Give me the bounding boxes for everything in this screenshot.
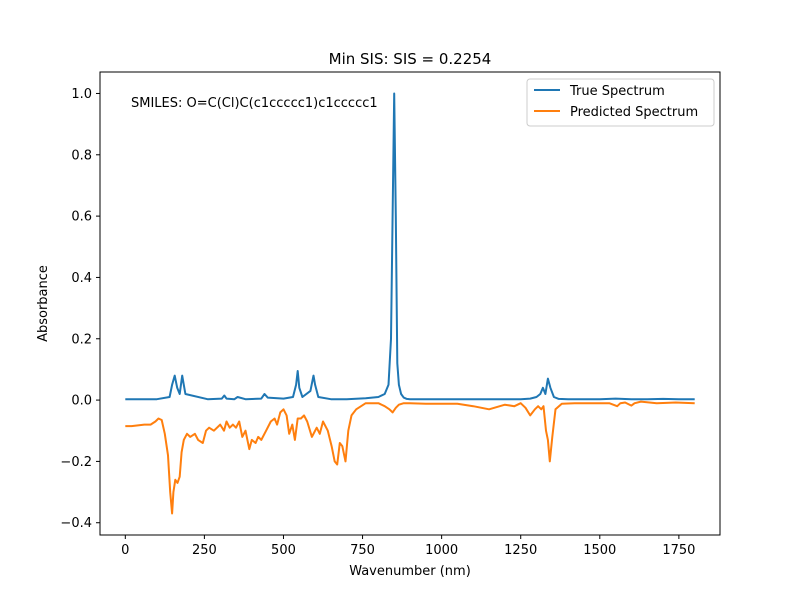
chart-title: Min SIS: SIS = 0.2254 <box>329 50 492 68</box>
plot-frame <box>99 71 721 536</box>
x-tick-label: 500 <box>271 543 296 558</box>
smiles-annotation: SMILES: O=C(Cl)C(c1ccccc1)c1ccccc1 <box>131 96 378 111</box>
x-axis-title: Wavenumber (nm) <box>349 564 471 579</box>
y-tick-label: 0.6 <box>71 210 92 225</box>
x-tick-label: 1500 <box>583 543 616 558</box>
y-axis-ticks: −0.4 −0.2 0.0 0.2 0.4 0.6 0.8 1.0 <box>60 87 100 531</box>
y-tick-label: 0.8 <box>71 148 92 163</box>
x-tick-label: 750 <box>350 543 375 558</box>
y-tick-label: −0.2 <box>60 455 92 470</box>
x-axis-ticks: 0 250 500 750 1000 1250 1500 1750 <box>121 535 695 558</box>
legend-label-predicted-spectrum: Predicted Spectrum <box>570 105 698 120</box>
y-tick-label: −0.4 <box>60 516 92 531</box>
y-tick-label: 0.4 <box>71 271 92 286</box>
x-tick-label: 250 <box>192 543 217 558</box>
plot-background <box>100 72 720 535</box>
y-tick-label: 1.0 <box>71 87 92 102</box>
series-layer <box>125 92 695 515</box>
x-tick-label: 1000 <box>425 543 458 558</box>
series-line-true-spectrum <box>125 92 695 401</box>
x-tick-label: 1750 <box>662 543 695 558</box>
plot-area: SMILES: O=C(Cl)C(c1ccccc1)c1ccccc1 <box>100 72 720 535</box>
y-tick-label: 0.0 <box>71 394 92 409</box>
y-axis-title: Absorbance <box>36 265 51 342</box>
legend: True Spectrum Predicted Spectrum <box>526 78 715 127</box>
legend-label-true-spectrum: True Spectrum <box>569 84 665 99</box>
legend-box <box>526 78 715 127</box>
y-tick-label: 0.2 <box>71 332 92 347</box>
series-line-predicted-spectrum <box>125 400 695 515</box>
x-tick-label: 0 <box>121 543 129 558</box>
x-tick-label: 1250 <box>504 543 537 558</box>
